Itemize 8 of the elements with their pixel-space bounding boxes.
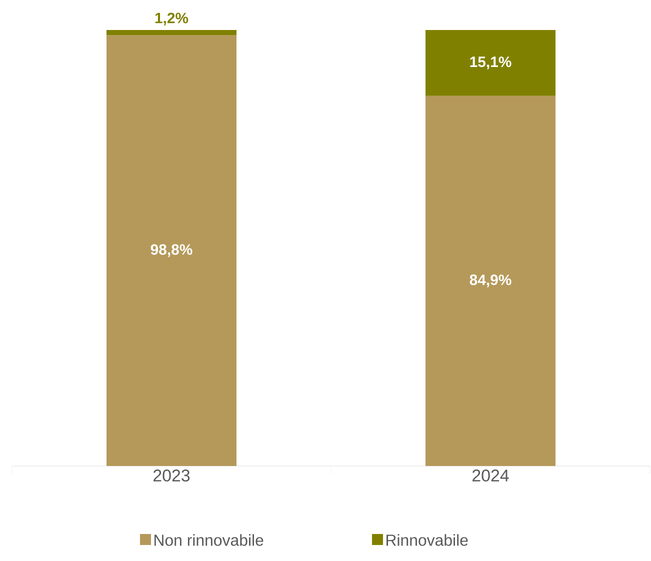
data-label: 15,1%: [470, 56, 512, 70]
x-tick-label: 2023: [154, 470, 190, 482]
legend-label: Rinnovabile: [386, 534, 468, 546]
data-label: 84,9%: [470, 274, 512, 288]
legend-label: Non rinnovabile: [154, 534, 264, 546]
data-label: 1,2%: [155, 12, 188, 26]
x-tick-label: 2024: [472, 470, 509, 482]
data-label: 98,8%: [150, 244, 192, 257]
